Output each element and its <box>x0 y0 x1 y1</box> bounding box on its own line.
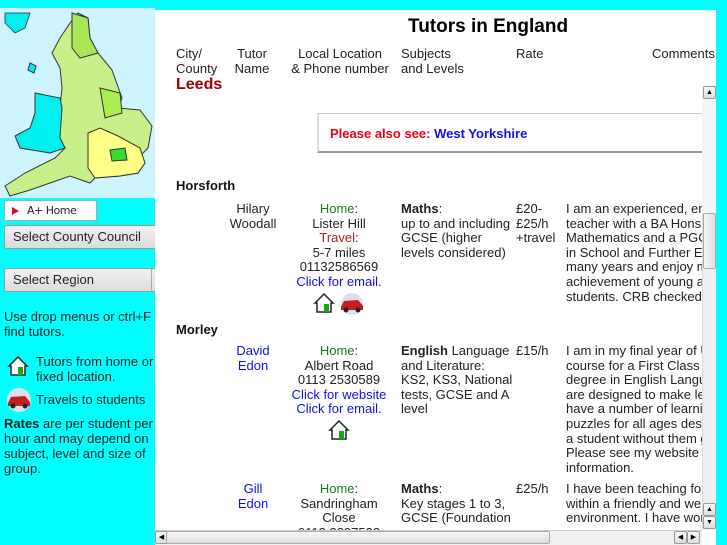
tutor-name-link[interactable]: Gill Edon <box>237 481 269 511</box>
website-link[interactable]: Click for website <box>291 386 387 402</box>
scroll-left-button[interactable]: ◀ <box>674 531 687 544</box>
tutor-location: Home: Albert Road 0113 2530589 Click for we… <box>282 343 396 441</box>
header-rate: Rate <box>516 46 544 61</box>
tutor-name: Hilary Woodall <box>229 201 277 231</box>
header-subjects: Subjects and Levels <box>401 46 464 76</box>
header-location: Local Location & Phone number <box>291 46 389 76</box>
house-icon <box>328 419 350 440</box>
header-comments: Comments <box>652 46 715 61</box>
legend-travel-text: Travels to students <box>36 392 146 407</box>
tutor-listing: Tutors in England City/County Tutor Name … <box>155 10 716 545</box>
left-panel: A+ Home Page Select County Council Selec… <box>0 0 164 545</box>
legend-home-text: Tutors from home or fixed location. <box>36 354 154 384</box>
header-city: City/County <box>176 46 218 76</box>
scroll-down-button[interactable]: ▼ <box>703 516 716 529</box>
city-heading: Leeds <box>176 76 223 93</box>
tutor-rate: £20- £25/h +travel <box>516 201 556 246</box>
email-link[interactable]: Click for email. <box>296 273 382 289</box>
vertical-scrollbar-track-top[interactable] <box>702 85 716 213</box>
scroll-up-button[interactable]: ▲ <box>703 86 716 99</box>
help-text: Use drop menus or ctrl+F t find tutors. <box>4 309 155 339</box>
see-also-box: Please also see: West Yorkshire <box>317 113 707 153</box>
tutor-subjects: Maths: up to and including GCSE (higher lev… <box>401 201 511 260</box>
area-heading: Morley <box>176 322 218 337</box>
west-yorkshire-link[interactable]: West Yorkshire <box>434 126 528 141</box>
header-tutor: Tutor Name <box>234 46 270 76</box>
email-link[interactable]: Click for email. <box>296 401 382 417</box>
horizontal-scroll-thumb[interactable] <box>166 531 550 544</box>
vertical-scrollbar[interactable] <box>702 213 716 530</box>
tutor-rate: £15/h <box>516 343 549 358</box>
rates-note: Rates are per student per hour and may de… <box>4 416 153 476</box>
chevron-down-icon <box>151 269 163 291</box>
tutor-rate: £25/h <box>516 481 549 496</box>
tutor-name-link[interactable]: David Edon <box>236 343 270 373</box>
select-region-dropdown[interactable]: Select Region <box>4 268 164 292</box>
car-icon <box>341 292 363 315</box>
tutor-subjects: Maths: Key stages 1 to 3, GCSE (Foundation <box>401 481 511 526</box>
scroll-up-button[interactable]: ▲ <box>703 503 716 516</box>
house-icon <box>7 355 29 376</box>
home-page-button[interactable]: A+ Home Page <box>4 200 97 236</box>
tutor-comments: I have been teaching fo within a friendly… <box>566 482 705 526</box>
england-county-map[interactable] <box>0 8 155 198</box>
select-county-dropdown[interactable]: Select County Council <box>4 225 164 249</box>
arrow-icon <box>12 207 19 215</box>
page-title: Tutors in England <box>408 16 569 37</box>
car-icon <box>7 388 31 412</box>
tutor-location: Home: Lister Hill Travel: 5-7 miles 01132586… <box>282 201 396 316</box>
vertical-scroll-thumb[interactable] <box>703 213 716 269</box>
scroll-right-button[interactable]: ▶ <box>687 531 700 544</box>
area-heading: Horsforth <box>176 178 236 193</box>
tutor-subjects: English Language and Literature: KS2, KS3,… <box>401 343 513 417</box>
tutor-comments: I am an experienced, en teacher with a BA… <box>566 202 708 304</box>
house-icon <box>313 292 335 313</box>
